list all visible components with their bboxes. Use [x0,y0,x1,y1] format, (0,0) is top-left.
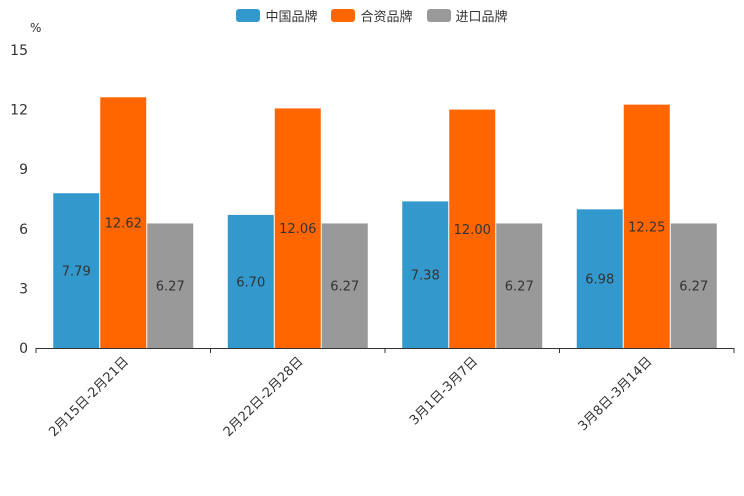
bar-value-label: 12.06 [279,222,316,237]
bar[interactable] [147,223,194,348]
y-tick-label: 0 [19,341,28,357]
bar-value-label: 6.27 [330,280,359,295]
bar[interactable] [53,193,100,348]
bar[interactable] [100,97,147,348]
bar[interactable] [576,209,623,348]
bar[interactable] [321,223,368,348]
legend-label-joint-venture-brand: 合资品牌 [360,10,413,25]
bar-value-label: 6.70 [236,275,265,290]
y-tick-label: 3 [19,281,28,297]
bar-value-label: 12.62 [105,217,142,232]
bar-value-label: 12.25 [628,220,665,235]
bar-value-label: 6.27 [156,280,185,295]
bar-value-label: 6.98 [585,273,614,288]
legend-label-imported-brand: 进口品牌 [455,10,508,25]
y-tick-label: 9 [19,162,28,178]
legend-label-china-brand: 中国品牌 [265,10,318,25]
y-tick-label: 15 [10,43,28,59]
legend-swatch-joint-venture-brand [331,9,356,22]
bar[interactable] [623,104,670,348]
bar[interactable] [227,214,274,348]
bar[interactable] [449,109,496,348]
x-tick-label: 2月22日-2月28日 [221,354,307,440]
x-tick-label: 3月1日-3月7日 [407,354,481,428]
bar-value-label: 7.79 [62,265,91,280]
x-tick-label: 3月8日-3月14日 [576,354,656,434]
legend-item-china-brand[interactable]: 中国品牌 [236,6,317,25]
chart-legend: 中国品牌 合资品牌 进口品牌 [0,6,744,25]
bar-value-label: 6.27 [505,280,534,295]
bar-value-label: 6.27 [679,280,708,295]
bar-value-label: 12.00 [454,223,491,238]
x-tick-label: 2月15日-2月21日 [46,354,132,440]
legend-item-imported-brand[interactable]: 进口品牌 [426,6,508,25]
bar[interactable] [670,223,717,348]
bar[interactable] [402,201,449,348]
legend-swatch-imported-brand [426,9,451,22]
bar[interactable] [496,223,543,348]
legend-item-joint-venture-brand[interactable]: 合资品牌 [331,6,413,25]
y-tick-label: 12 [10,103,28,119]
y-axis-unit: % [30,21,42,35]
y-tick-label: 6 [19,222,28,238]
bar[interactable] [274,108,321,349]
bar-value-label: 7.38 [411,269,440,284]
legend-swatch-china-brand [236,9,261,22]
